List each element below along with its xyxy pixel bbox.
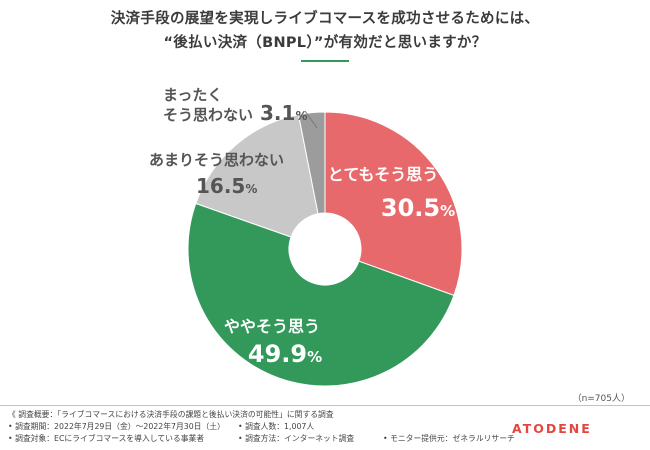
donut-slices [187,111,463,387]
value-unit: % [440,202,455,220]
label-strongly-disagree-line-2: そう思わない [163,106,253,124]
survey-overview-heading: 《 調査概要：「ライブコマースにおける決済手段の課題と後払い決済の可能性」に関す… [8,410,334,419]
value-unit: % [245,182,257,196]
value-somewhat-agree: 49.9% [248,340,322,368]
slice-strongly-disagree [297,111,326,215]
slice-somewhat-agree [187,202,455,387]
donut-labels: とてもそう思う 30.5% ややそう思う 49.9% あまりそう思わない 16.5% まった… [149,86,455,368]
value-number: 30.5 [381,194,440,222]
chart-title: 決済手段の展望を実現しライブコマースを成功させるためには、 “後払い決済（BNP… [0,7,650,55]
label-somewhat-disagree: あまりそう思わない [149,151,284,169]
footer-row: 《 調査概要：「ライブコマースにおける決済手段の課題と後払い決済の可能性」に関す… [8,409,508,421]
value-strongly-agree: 30.5% [381,194,455,222]
value-unit: % [295,109,307,123]
chart-title-line-1: 決済手段の展望を実現しライブコマースを成功させるためには、 [110,11,540,27]
value-unit: % [307,348,322,366]
footer-divider [0,405,650,406]
survey-method: • 調査方法：インターネット調査 [238,434,355,443]
value-number: 16.5 [196,174,245,198]
label-strongly-disagree-line-1: まったく [163,86,222,104]
slice-somewhat-disagree [195,114,319,238]
survey-target: • 調査対象：ECにライブコマースを導入している事業者 [8,434,205,443]
footer-row: • 調査対象：ECにライブコマースを導入している事業者 • 調査方法：インターネ… [8,433,515,445]
value-strongly-disagree: 3.1% [260,101,307,125]
footer-row: • 調査期間：2022年7月29日（金）〜2022年7月30日（土） • 調査人… [8,421,508,433]
title-underline [301,60,349,62]
survey-respondents: • 調査人数：1,007人 [238,422,315,431]
survey-period: • 調査期間：2022年7月29日（金）〜2022年7月30日（土） [8,422,225,431]
label-somewhat-agree: ややそう思う [224,317,320,336]
slice-strongly-agree [324,111,463,297]
atodene-logo: ATODENE [512,421,592,436]
survey-overview-footer: 《 調査概要：「ライブコマースにおける決済手段の課題と後払い決済の可能性」に関す… [8,409,515,445]
label-strongly-agree: とてもそう思う [328,165,438,184]
sample-size-note: （n=705人） [572,394,630,404]
value-number: 3.1 [260,101,295,125]
leader-line-strongly-disagree [304,110,318,129]
value-somewhat-disagree: 16.5% [196,174,257,198]
value-number: 49.9 [248,340,307,368]
survey-provider: • モニター提供元：ゼネラルリサーチ [383,434,515,443]
chart-title-line-2: “後払い決済（BNPL）”が有効だと思いますか？ [163,35,487,51]
